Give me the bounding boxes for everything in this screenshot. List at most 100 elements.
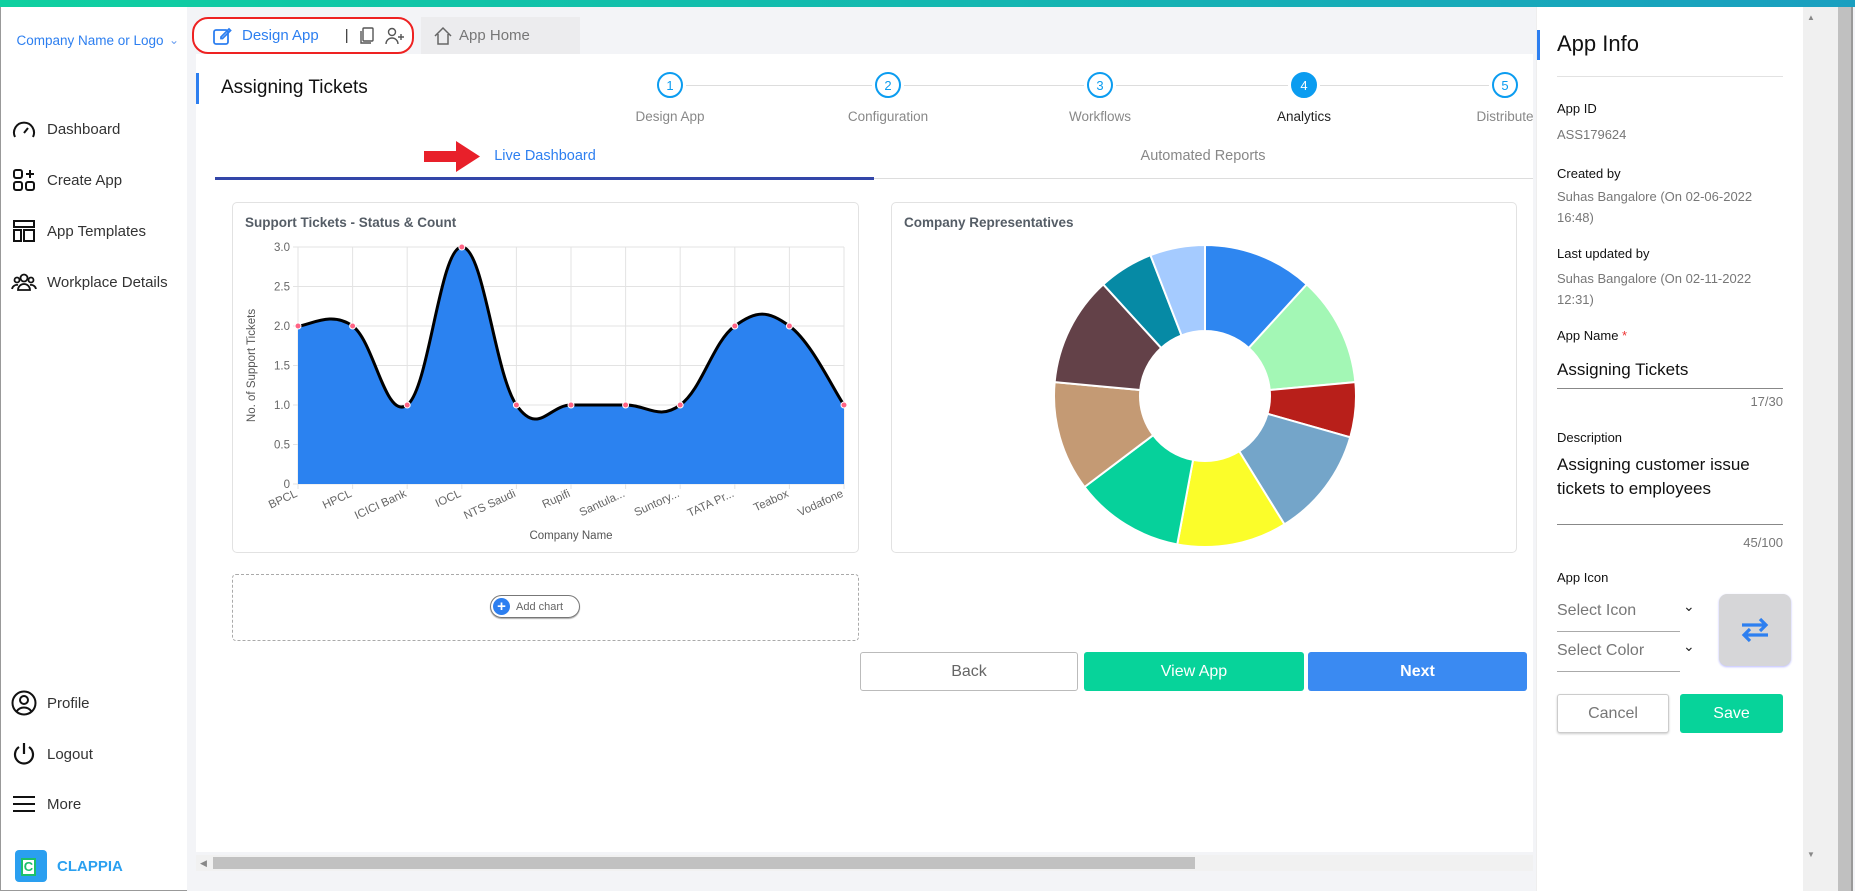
tab-design-app[interactable]: Design App | — [192, 17, 414, 54]
x-tick-label: Teabox — [752, 488, 791, 515]
chart-card-support-tickets: Support Tickets - Status & Count 0 0.5 1.0… — [232, 202, 859, 553]
chevron-down-icon: ⌄ — [1683, 638, 1695, 654]
app-icon-preview — [1719, 594, 1791, 666]
home-icon — [434, 26, 452, 45]
sidebar-item-label: Profile — [47, 694, 90, 712]
chart-title: Support Tickets - Status & Count — [245, 215, 457, 230]
dashboard-gauge-icon — [13, 121, 35, 138]
y-tick-label: 0 — [284, 479, 290, 491]
donut-chart — [1053, 243, 1357, 548]
menu-icon — [13, 796, 35, 812]
scroll-left-icon[interactable]: ◀ — [200, 858, 207, 868]
back-button[interactable]: Back — [860, 652, 1078, 691]
series-line — [297, 245, 846, 421]
app-id-value: ASS179624 — [1557, 127, 1627, 142]
tab-label: Design App — [242, 27, 319, 44]
step-5-circle[interactable]: 5 — [1492, 72, 1518, 98]
tab-label: App Home — [459, 27, 530, 44]
description-counter: 45/100 — [1743, 535, 1783, 550]
x-tick-label: ICICI Bank — [353, 488, 409, 522]
step-label[interactable]: Distribute — [1476, 109, 1534, 124]
required-marker: * — [1622, 328, 1628, 343]
panel-accent — [1537, 30, 1540, 60]
red-arrow-annotation-icon — [424, 141, 480, 172]
created-by-value: Suhas Bangalore (On 02-06-2022 16:48) — [1557, 189, 1753, 225]
step-2-circle[interactable]: 2 — [875, 72, 901, 98]
app-id-label: App ID — [1557, 101, 1597, 116]
last-updated-value: Suhas Bangalore (On 02-11-2022 12:31) — [1557, 271, 1752, 307]
panel-title: App Info — [1557, 31, 1639, 56]
data-point — [294, 322, 302, 330]
scroll-down-icon[interactable]: ▼ — [1807, 850, 1815, 859]
company-name[interactable]: Company Name or Logo — [16, 33, 164, 48]
copy-icon[interactable] — [359, 26, 375, 45]
x-tick-label: NTS Saudi — [462, 488, 517, 522]
last-updated-label: Last updated by — [1557, 246, 1650, 261]
step-connector — [1320, 85, 1489, 86]
sidebar-item-logout[interactable]: Logout — [11, 741, 93, 767]
horizontal-scrollbar[interactable]: ◀ — [196, 855, 1533, 871]
description-label: Description — [1557, 430, 1623, 445]
area-fill — [298, 247, 844, 484]
sidebar-item-workplace-details[interactable]: Workplace Details — [11, 269, 168, 295]
cancel-button[interactable]: Cancel — [1557, 694, 1669, 733]
app-name-input[interactable]: Assigning Tickets — [1557, 360, 1689, 379]
sidebar-item-more[interactable]: More — [11, 791, 81, 817]
app-icon-label: App Icon — [1557, 570, 1609, 585]
sidebar: Company Name or Logo ⌄ Dashboard Create … — [0, 7, 187, 891]
edit-icon — [213, 27, 232, 45]
add-chart-area: + Add chart — [232, 574, 859, 641]
step-label[interactable]: Configuration — [847, 109, 929, 124]
clappia-logo-icon: C — [15, 850, 47, 882]
sidebar-item-label: Create App — [47, 171, 123, 189]
view-app-button[interactable]: View App — [1084, 652, 1304, 691]
step-label[interactable]: Design App — [635, 109, 705, 124]
app-name-label: App Name * — [1557, 328, 1627, 343]
y-tick-label: 0.5 — [274, 440, 290, 452]
y-tick-label: 3.0 — [274, 242, 290, 254]
sidebar-item-dashboard[interactable]: Dashboard — [11, 116, 120, 142]
donut-slice[interactable] — [1149, 243, 1206, 337]
select-color-dropdown[interactable]: Select Color ⌄ — [1557, 638, 1695, 672]
data-point — [676, 401, 684, 409]
sidebar-item-profile[interactable]: Profile — [11, 690, 90, 716]
top-accent-bar — [0, 0, 1855, 7]
x-tick-label: BPCL — [267, 488, 300, 512]
next-button[interactable]: Next — [1308, 652, 1527, 691]
step-3-circle[interactable]: 3 — [1087, 72, 1113, 98]
add-chart-button[interactable]: + Add chart — [490, 595, 580, 618]
scroll-up-icon[interactable]: ▲ — [1807, 13, 1815, 22]
description-input[interactable]: Assigning customer issue tickets to empl… — [1557, 455, 1750, 498]
profile-icon — [11, 690, 37, 716]
add-user-icon[interactable] — [384, 27, 405, 45]
chevron-down-icon[interactable]: ⌄ — [169, 33, 180, 47]
input-underline — [1557, 524, 1783, 525]
label-text: App Name — [1557, 328, 1619, 343]
panel-scrollbar-track[interactable]: ▲ ▼ — [1803, 7, 1838, 891]
templates-icon — [13, 220, 35, 242]
step-label[interactable]: Workflows — [1068, 109, 1132, 124]
sidebar-item-label: Dashboard — [47, 120, 121, 138]
save-button[interactable]: Save — [1680, 694, 1783, 733]
tab-live-dashboard[interactable]: Live Dashboard — [494, 148, 596, 164]
tab-app-home[interactable]: App Home — [421, 17, 580, 54]
select-color-value: Select Color — [1557, 642, 1645, 659]
data-point — [349, 322, 357, 330]
step-label[interactable]: Analytics — [1276, 109, 1332, 124]
sidebar-item-create-app[interactable]: Create App — [11, 167, 122, 193]
tab-automated-reports[interactable]: Automated Reports — [1140, 148, 1266, 164]
y-tick-label: 2.0 — [274, 321, 290, 333]
power-icon — [13, 743, 35, 765]
step-4-circle[interactable]: 4 — [1291, 72, 1317, 98]
title-accent — [196, 73, 199, 104]
select-icon-dropdown[interactable]: Select Icon ⌄ — [1557, 598, 1695, 632]
sidebar-item-app-templates[interactable]: App Templates — [11, 218, 146, 244]
create-app-icon — [13, 169, 35, 191]
select-icon-value: Select Icon — [1557, 602, 1637, 619]
window-scrollbar[interactable] — [1838, 7, 1853, 891]
chart-card-company-representatives: Company Representatives — [891, 202, 1517, 553]
step-connector — [686, 85, 872, 86]
data-point — [458, 243, 466, 251]
step-1-circle[interactable]: 1 — [657, 72, 683, 98]
scrollbar-thumb[interactable] — [213, 857, 1195, 869]
